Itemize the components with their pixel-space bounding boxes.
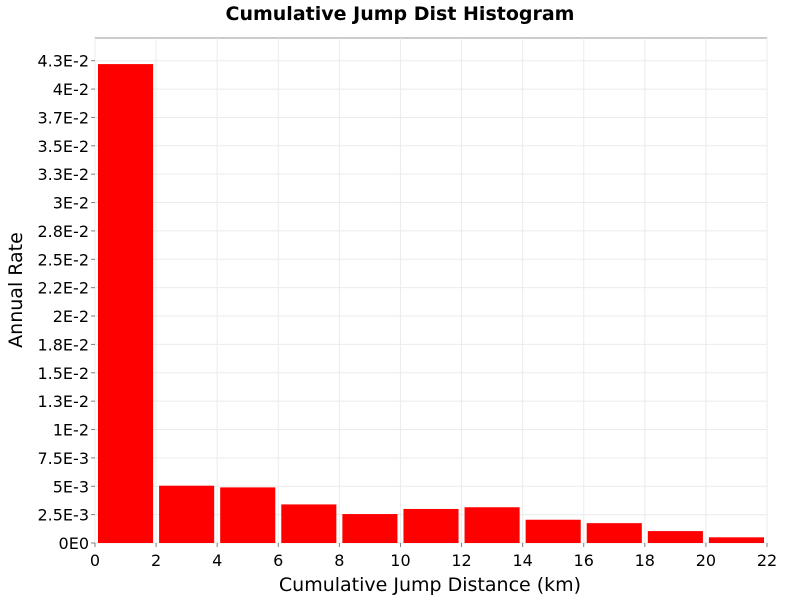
- gridlines: [94, 38, 768, 544]
- x-axis-ticks: 0 2 4 6 8 10 12 14 16 18 20 22: [90, 543, 777, 570]
- histogram-bar: [220, 487, 276, 543]
- y-tick-label: 3.5E-2: [37, 137, 89, 156]
- x-axis-label: Cumulative Jump Distance (km): [279, 574, 581, 596]
- y-tick-label: 3.7E-2: [37, 108, 89, 127]
- y-tick-label: 2.5E-2: [37, 250, 89, 269]
- y-tick-label: 1.8E-2: [37, 335, 89, 354]
- histogram-bar: [525, 519, 581, 543]
- y-tick-label: 3E-2: [53, 194, 89, 213]
- histogram-bar: [464, 507, 520, 543]
- y-tick-label: 4E-2: [53, 80, 89, 99]
- histogram-bar: [708, 537, 764, 543]
- plot-area: [94, 37, 768, 544]
- histogram-bar: [586, 523, 642, 543]
- histogram-bar: [342, 514, 398, 543]
- x-tick-label: 20: [696, 551, 716, 570]
- chart-title: Cumulative Jump Dist Histogram: [226, 3, 575, 25]
- histogram-bar: [98, 64, 154, 543]
- y-tick-label: 1.5E-2: [37, 364, 89, 383]
- y-tick-label: 0E0: [59, 534, 89, 553]
- y-tick-label: 5E-3: [53, 477, 89, 496]
- y-axis-ticks: 0E0 2.5E-3 5E-3 7.5E-3 1E-2 1.3E-2 1.5E-2 1.8E-…: [37, 52, 95, 553]
- y-tick-label: 2.2E-2: [37, 279, 89, 298]
- y-tick-label: 2E-2: [53, 307, 89, 326]
- x-tick-label: 12: [451, 551, 471, 570]
- y-tick-label: 1.3E-2: [37, 392, 89, 411]
- y-tick-label: 7.5E-3: [37, 449, 89, 468]
- x-tick-label: 0: [90, 551, 100, 570]
- histogram-bar: [159, 485, 215, 543]
- x-tick-label: 4: [212, 551, 222, 570]
- histogram-bar: [403, 508, 459, 543]
- y-tick-label: 3.3E-2: [37, 165, 89, 184]
- x-tick-label: 22: [757, 551, 777, 570]
- y-tick-label: 2.5E-3: [37, 506, 89, 525]
- x-tick-label: 2: [151, 551, 161, 570]
- histogram-bar: [281, 504, 337, 543]
- x-tick-label: 10: [390, 551, 410, 570]
- y-tick-label: 4.3E-2: [37, 52, 89, 71]
- histogram-bar: [647, 531, 703, 543]
- x-tick-label: 16: [574, 551, 594, 570]
- x-tick-label: 14: [512, 551, 532, 570]
- bars: [98, 64, 764, 543]
- y-axis-label: Annual Rate: [5, 232, 27, 348]
- x-tick-label: 8: [334, 551, 344, 570]
- y-tick-label: 1E-2: [53, 421, 89, 440]
- y-tick-label: 2.8E-2: [37, 222, 89, 241]
- x-tick-label: 18: [635, 551, 655, 570]
- x-tick-label: 6: [273, 551, 283, 570]
